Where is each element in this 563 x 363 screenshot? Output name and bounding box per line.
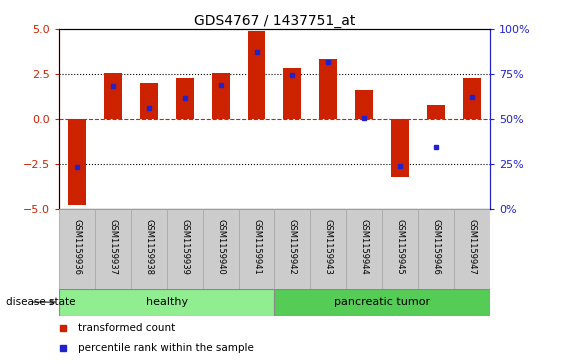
Text: GSM1159943: GSM1159943 [324, 219, 333, 275]
Text: GSM1159936: GSM1159936 [73, 219, 82, 275]
Text: GSM1159941: GSM1159941 [252, 219, 261, 275]
Title: GDS4767 / 1437751_at: GDS4767 / 1437751_at [194, 14, 355, 28]
Text: GSM1159940: GSM1159940 [216, 219, 225, 275]
Bar [248, 31, 266, 119]
Bar [176, 78, 194, 119]
Text: GSM1159942: GSM1159942 [288, 219, 297, 275]
Bar [427, 105, 445, 119]
FancyBboxPatch shape [382, 209, 418, 289]
Text: disease state: disease state [6, 297, 75, 307]
Text: pancreatic tumor: pancreatic tumor [334, 297, 430, 307]
FancyBboxPatch shape [346, 209, 382, 289]
Bar [104, 73, 122, 119]
FancyBboxPatch shape [310, 209, 346, 289]
FancyBboxPatch shape [59, 209, 95, 289]
FancyBboxPatch shape [131, 209, 167, 289]
Text: GSM1159944: GSM1159944 [360, 219, 369, 275]
Bar [319, 59, 337, 119]
Bar [463, 78, 481, 119]
FancyBboxPatch shape [418, 209, 454, 289]
Bar [391, 119, 409, 177]
FancyBboxPatch shape [95, 209, 131, 289]
Bar [68, 119, 86, 205]
FancyBboxPatch shape [59, 289, 275, 316]
Text: GSM1159947: GSM1159947 [467, 219, 476, 275]
Bar [212, 73, 230, 119]
Text: GSM1159946: GSM1159946 [431, 219, 440, 275]
FancyBboxPatch shape [454, 209, 490, 289]
FancyBboxPatch shape [275, 289, 490, 316]
Bar [355, 90, 373, 119]
FancyBboxPatch shape [275, 209, 310, 289]
Text: GSM1159937: GSM1159937 [109, 219, 118, 275]
Text: percentile rank within the sample: percentile rank within the sample [78, 343, 254, 354]
Text: GSM1159945: GSM1159945 [396, 219, 405, 275]
FancyBboxPatch shape [239, 209, 275, 289]
Bar [140, 83, 158, 119]
Text: GSM1159938: GSM1159938 [144, 219, 153, 275]
Text: GSM1159939: GSM1159939 [180, 219, 189, 275]
Text: transformed count: transformed count [78, 323, 176, 333]
FancyBboxPatch shape [203, 209, 239, 289]
FancyBboxPatch shape [167, 209, 203, 289]
Bar [283, 68, 301, 119]
Text: healthy: healthy [146, 297, 188, 307]
